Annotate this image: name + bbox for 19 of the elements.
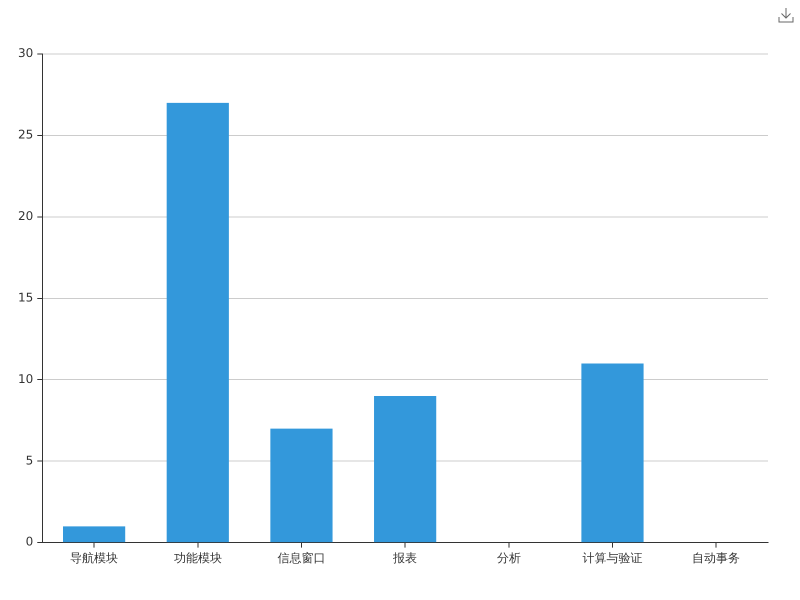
x-tick-label: 功能模块 (174, 550, 222, 565)
x-tick-label: 导航模块 (70, 550, 118, 565)
bar (63, 526, 126, 542)
bar (581, 363, 644, 542)
bar (270, 428, 333, 542)
bar (166, 102, 229, 542)
y-tick-label: 25 (18, 128, 34, 142)
y-tick-label: 15 (18, 290, 34, 304)
bar (374, 396, 436, 542)
y-tick-label: 20 (18, 208, 34, 223)
y-tick-label: 10 (18, 372, 34, 386)
x-tick-label: 信息窗口 (277, 550, 326, 565)
y-tick-label: 5 (26, 453, 34, 468)
x-tick-label: 分析 (496, 550, 521, 565)
x-tick-label: 报表 (392, 550, 418, 565)
y-tick-label: 0 (26, 534, 34, 549)
y-tick-label: 30 (18, 46, 34, 60)
x-tick-label: 计算与验证 (582, 550, 642, 565)
x-tick-label: 自动事务 (692, 550, 740, 565)
